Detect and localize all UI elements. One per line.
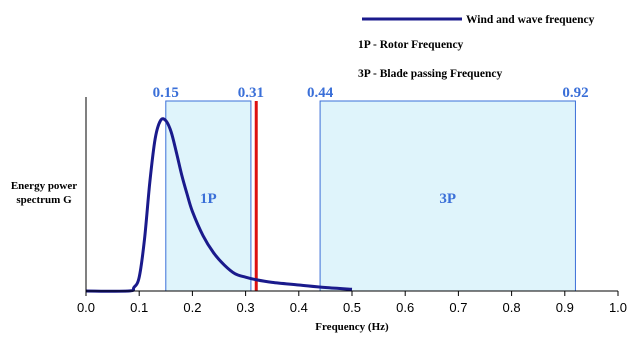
x-tick-label: 0.9 — [556, 300, 574, 315]
band-1p-start-label: 0.15 — [153, 85, 179, 101]
x-tick-label: 0.3 — [237, 300, 255, 315]
x-tick-label: 0.6 — [396, 300, 414, 315]
x-tick-label: 0.1 — [130, 300, 148, 315]
legend-entry-wind-wave: Wind and wave frequency — [466, 14, 595, 26]
frequency-bands: 1P 0.15 0.31 3P 0.44 0.92 — [153, 85, 589, 292]
series-line-wind-wave — [85, 117, 353, 293]
x-tick-label: 0.5 — [343, 300, 361, 315]
x-tick-label: 0.0 — [77, 300, 95, 315]
x-tick-label: 0.8 — [503, 300, 521, 315]
legend-entry-3p: 3P - Blade passing Frequency — [358, 68, 502, 80]
y-axis-title-line-2: spectrum G — [16, 194, 72, 206]
band-3p — [319, 100, 576, 292]
x-axis-title: Frequency (Hz) — [315, 321, 389, 333]
band-3p-start-label: 0.44 — [307, 85, 334, 101]
x-axis-ticks: 0.0 0.1 0.2 0.3 0.4 0.5 0.6 0.7 0.8 0.9 1.0 — [77, 291, 627, 315]
x-tick-label: 0.2 — [183, 300, 201, 315]
x-tick-label: 0.7 — [449, 300, 467, 315]
x-tick-label: 1.0 — [609, 300, 627, 315]
band-3p-end-label: 0.92 — [562, 85, 588, 101]
y-axis-title-line-1: Energy power — [11, 180, 77, 192]
legend: Wind and wave frequency 1P - Rotor Frequ… — [358, 14, 595, 80]
legend-entry-1p: 1P - Rotor Frequency — [358, 39, 464, 51]
x-tick-label: 0.4 — [290, 300, 308, 315]
band-label-3p: 3P — [439, 191, 456, 207]
band-label-1p: 1P — [200, 191, 217, 207]
band-1p-end-label: 0.31 — [238, 85, 264, 101]
